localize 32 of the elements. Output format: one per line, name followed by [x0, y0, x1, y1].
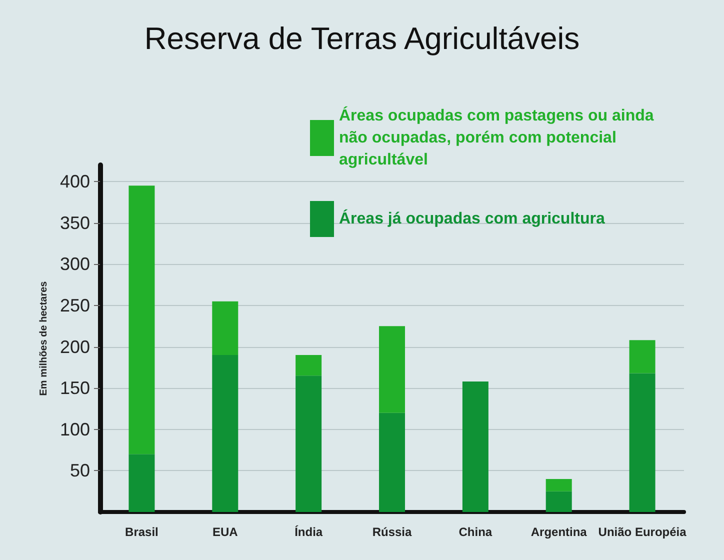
legend-label: Áreas já ocupadas com agricultura [339, 208, 605, 228]
bar [296, 355, 322, 376]
chart-title: Reserva de Terras Agricultáveis [144, 21, 580, 56]
bar [212, 301, 238, 356]
x-tick-label: China [458, 525, 492, 539]
y-tick-label: 50 [70, 460, 90, 481]
legend-label: Áreas ocupadas com pastagens ou ainda não ocupadas, porém com potencial agricultável [339, 106, 658, 168]
bar [546, 478, 572, 492]
x-tick-label: Rússia [372, 525, 412, 539]
bar [128, 186, 155, 454]
x-tick-label: EUA [212, 525, 238, 539]
bar [629, 340, 656, 374]
y-tick-label: 300 [60, 254, 90, 274]
bar [546, 491, 572, 512]
y-tick-label: 100 [60, 419, 90, 440]
y-tick-label: 150 [60, 378, 90, 398]
bar [379, 326, 405, 413]
bar [462, 381, 488, 512]
x-tick-label: Argentina [530, 525, 588, 539]
y-tick-label: 350 [60, 212, 90, 233]
y-tick-label: 200 [60, 336, 90, 357]
bar [379, 412, 405, 512]
y-tick-label: 400 [60, 172, 90, 192]
y-axis-title: Em milhões de hectares [38, 280, 50, 396]
bar [212, 355, 238, 512]
bar [629, 373, 656, 512]
x-tick-label: União Européia [598, 525, 687, 539]
x-tick-label: Índia [294, 525, 323, 539]
y-tick-label: 250 [60, 295, 90, 316]
bar [296, 376, 322, 512]
bar [128, 454, 155, 512]
x-tick-label: Brasil [125, 525, 158, 539]
